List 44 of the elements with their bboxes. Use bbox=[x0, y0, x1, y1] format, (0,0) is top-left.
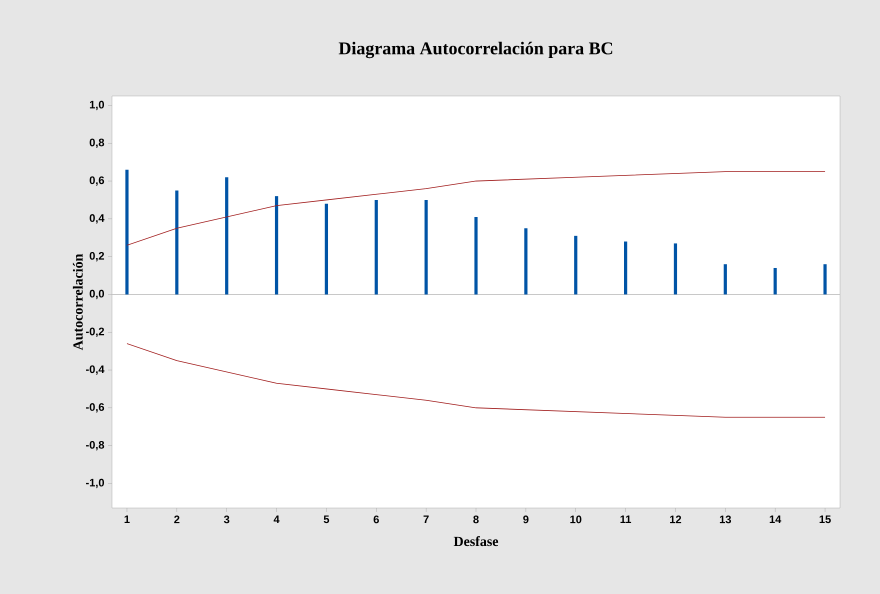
bar bbox=[574, 236, 578, 294]
x-tick-label: 2 bbox=[174, 516, 180, 524]
bar bbox=[324, 204, 328, 294]
x-axis-title: Desfase bbox=[454, 536, 498, 546]
bar bbox=[424, 200, 428, 294]
bar bbox=[474, 216, 478, 294]
x-tick-label: 5 bbox=[324, 516, 330, 524]
y-tick-label: 1,0 bbox=[90, 100, 104, 110]
bar bbox=[724, 264, 727, 294]
y-tick-label: -0,6 bbox=[86, 403, 104, 413]
x-tick-label: 9 bbox=[523, 516, 529, 524]
y-tick-label: 0,0 bbox=[90, 290, 104, 300]
y-tick-label: -1,0 bbox=[86, 478, 104, 488]
bar bbox=[374, 200, 378, 294]
bar bbox=[125, 170, 129, 294]
x-tick-label: 3 bbox=[224, 516, 230, 524]
y-tick-label: 0,2 bbox=[90, 252, 104, 262]
x-tick-label: 14 bbox=[770, 516, 782, 524]
bar bbox=[225, 177, 228, 294]
bar bbox=[823, 264, 827, 294]
x-tick-label: 12 bbox=[670, 516, 682, 524]
x-tick-label: 15 bbox=[820, 516, 831, 524]
bar bbox=[274, 196, 278, 294]
x-tick-label: 6 bbox=[374, 516, 379, 524]
x-tick-label: 11 bbox=[620, 516, 632, 524]
bar bbox=[175, 190, 178, 294]
x-tick-label: 4 bbox=[274, 516, 280, 524]
y-tick-label: 0,8 bbox=[90, 138, 104, 148]
bar bbox=[674, 243, 678, 294]
chart-title: Diagrama Autocorrelación para BC bbox=[338, 42, 612, 58]
bar bbox=[524, 228, 528, 294]
y-tick-label: 0,4 bbox=[90, 214, 104, 224]
y-tick-label: -0,4 bbox=[86, 365, 104, 375]
bar bbox=[774, 268, 777, 294]
y-tick-label: -0,8 bbox=[86, 440, 104, 450]
x-tick-label: 10 bbox=[570, 516, 582, 524]
x-tick-label: 7 bbox=[424, 516, 429, 524]
y-tick-label: -0,2 bbox=[86, 328, 104, 337]
x-tick-label: 8 bbox=[473, 516, 479, 524]
x-tick-label: 13 bbox=[720, 516, 732, 524]
y-tick-label: 0,6 bbox=[90, 176, 104, 186]
x-tick-label: 1 bbox=[124, 516, 130, 524]
bar bbox=[624, 242, 628, 294]
y-axis-title: Autocorrelación bbox=[72, 254, 83, 350]
